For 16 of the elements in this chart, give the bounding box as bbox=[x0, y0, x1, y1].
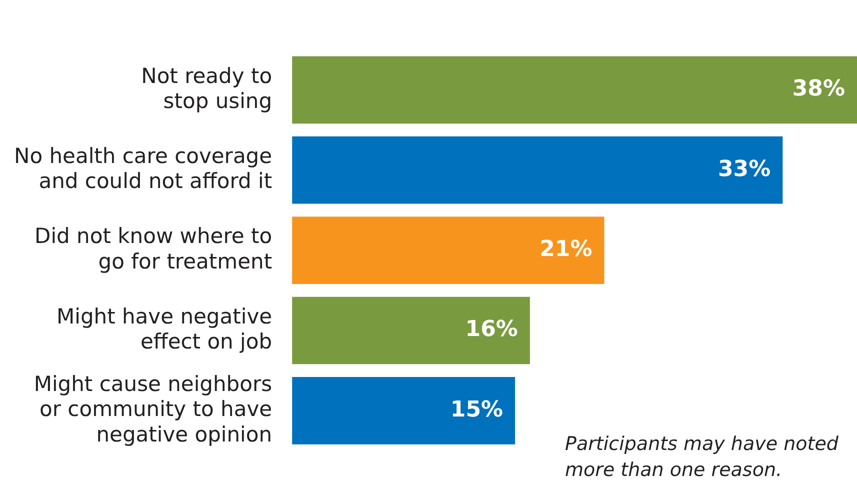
bar bbox=[292, 377, 516, 444]
y-tick-label: Not ready to stop using bbox=[141, 64, 272, 113]
annotation: Participants may have noted more than one reason. bbox=[565, 433, 840, 481]
data-label: 16% bbox=[465, 317, 518, 342]
bar bbox=[292, 136, 783, 204]
data-label: 33% bbox=[718, 156, 771, 182]
data-label: 15% bbox=[450, 397, 504, 422]
data-label: 21% bbox=[540, 237, 592, 262]
bar bbox=[292, 296, 530, 364]
bar bbox=[292, 56, 857, 124]
data-label: 38% bbox=[792, 76, 845, 102]
bar bbox=[292, 216, 604, 284]
y-tick-label: No health care coverage and could not afford it bbox=[14, 144, 272, 194]
y-tick-label: Did not know where to go for treatment bbox=[34, 224, 272, 274]
y-tick-label: Might have negative effect on job bbox=[56, 304, 272, 354]
y-tick-label: Might cause neighbors or community to have negative opinion bbox=[34, 372, 272, 446]
